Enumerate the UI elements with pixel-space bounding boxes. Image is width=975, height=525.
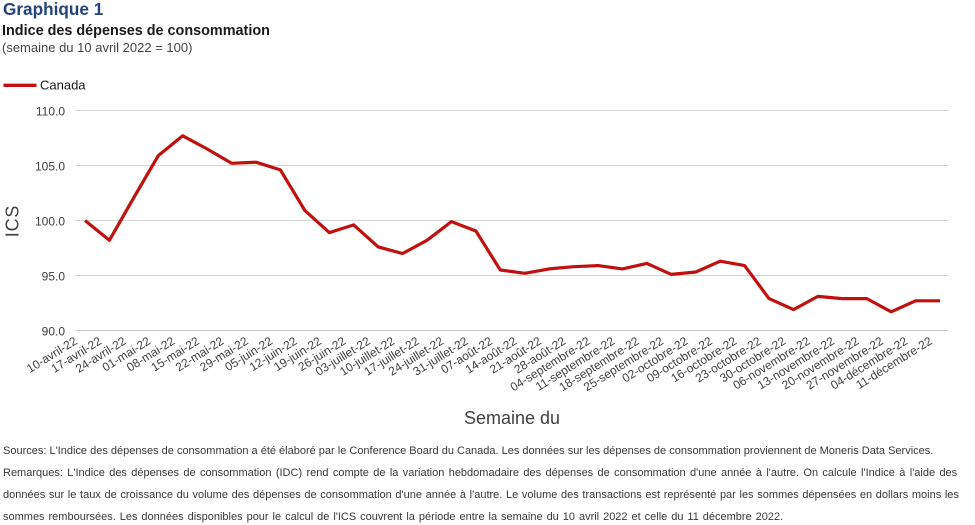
svg-text:Semaine du: Semaine du [464, 408, 560, 428]
svg-text:90.0: 90.0 [42, 325, 66, 339]
svg-text:105.0: 105.0 [35, 160, 65, 174]
svg-text:100.0: 100.0 [35, 215, 65, 229]
svg-text:110.0: 110.0 [36, 105, 65, 119]
svg-text:Canada: Canada [40, 78, 86, 93]
svg-text:ICS: ICS [3, 205, 23, 237]
svg-text:95.0: 95.0 [42, 270, 66, 284]
